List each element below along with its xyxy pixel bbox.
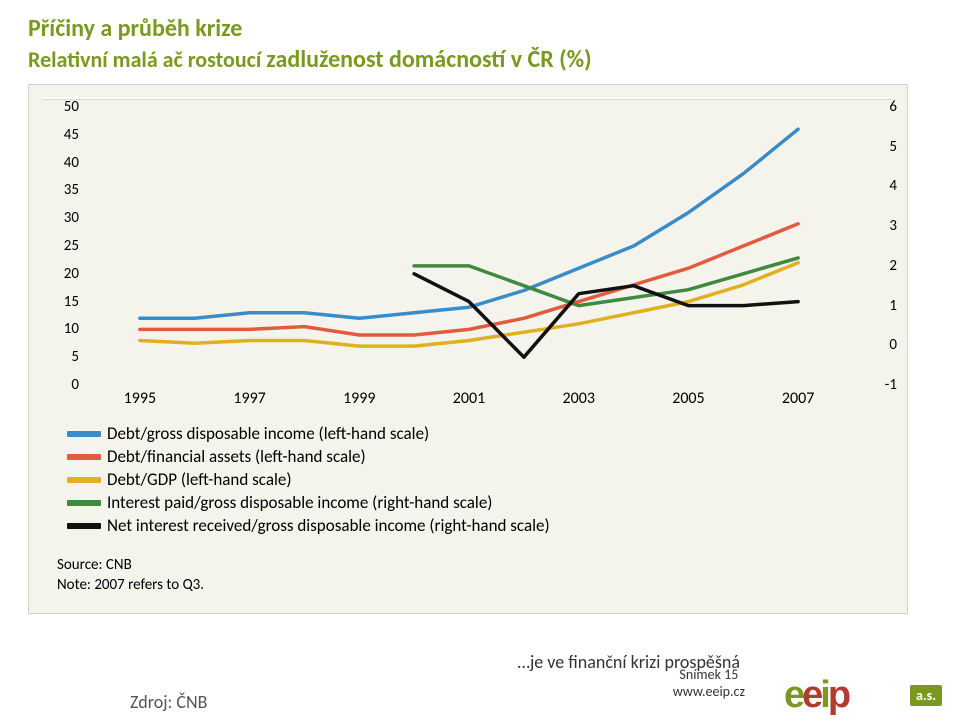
y-left-tick: 20 <box>39 265 79 283</box>
svg-text:eeip: eeip <box>784 674 850 716</box>
title-main: zadluženost domácností v ČR (%) <box>266 45 591 74</box>
legend-label: Debt/financial assets (left-hand scale) <box>107 446 366 469</box>
source-line: Source: CNB <box>57 555 204 575</box>
y-left-tick: 45 <box>39 126 79 144</box>
legend-label: Debt/gross disposable income (left-hand … <box>107 423 429 446</box>
x-tick: 2001 <box>453 389 485 408</box>
legend-swatch <box>67 431 101 437</box>
legend-item-net_interest_recv: Net interest received/gross disposable i… <box>67 515 550 538</box>
footer-zdroj: Zdroj: ČNB <box>130 691 207 713</box>
footer-logo: eeip a.s. <box>784 673 942 717</box>
chart-source: Source: CNB Note: 2007 refers to Q3. <box>57 555 204 596</box>
x-tick: 1995 <box>124 389 156 408</box>
footer-slide-number: Snímek 15 www.eeip.cz <box>673 667 745 701</box>
y-left-tick: 40 <box>39 154 79 172</box>
y-right-tick: 6 <box>857 98 897 116</box>
legend-label: Net interest received/gross disposable i… <box>107 515 550 538</box>
x-tick: 1999 <box>343 389 375 408</box>
series-debt_finassets <box>140 224 798 335</box>
legend-item-debt_finassets: Debt/financial assets (left-hand scale) <box>67 446 550 469</box>
legend-item-debt_income: Debt/gross disposable income (left-hand … <box>67 423 550 446</box>
y-left-tick: 5 <box>39 348 79 366</box>
as-badge: a.s. <box>910 685 942 706</box>
y-left-tick: 30 <box>39 209 79 227</box>
snimek-line: Snímek 15 <box>673 667 745 684</box>
legend-item-interest_paid: Interest paid/gross disposable income (r… <box>67 492 550 515</box>
title-pre: Relativní malá ač rostoucí <box>28 46 266 73</box>
x-tick-labels: 1995 1997 1999 2001 2003 2005 2007 <box>85 389 853 413</box>
y-left-tick: 25 <box>39 237 79 255</box>
y-left-tick: 10 <box>39 320 79 338</box>
y-left-ticks: 05101520253035404550 <box>39 107 79 385</box>
y-right-tick: 2 <box>857 257 897 275</box>
y-right-tick: 1 <box>857 297 897 315</box>
y-left-tick: 15 <box>39 293 79 311</box>
legend-swatch <box>67 523 101 529</box>
title-line1: Příčiny a průběh krize <box>28 14 932 43</box>
chart-plot <box>85 107 853 385</box>
y-right-tick: 5 <box>857 138 897 156</box>
chart-legend: Debt/gross disposable income (left-hand … <box>67 423 550 538</box>
legend-swatch <box>67 500 101 506</box>
y-left-tick: 0 <box>39 376 79 394</box>
legend-item-debt_gdp: Debt/GDP (left-hand scale) <box>67 469 550 492</box>
slide: Příčiny a průběh krize Relativní malá ač… <box>0 0 960 725</box>
series-interest_paid <box>414 258 798 306</box>
x-tick: 1997 <box>233 389 265 408</box>
title-line2: Relativní malá ač rostoucí zadluženost d… <box>28 45 932 74</box>
chart-container: 05101520253035404550 -10123456 199519971… <box>28 84 908 614</box>
x-tick: 2003 <box>562 389 594 408</box>
series-debt_income <box>140 129 798 318</box>
legend-swatch <box>67 454 101 460</box>
y-right-tick: 0 <box>857 336 897 354</box>
y-right-tick: 3 <box>857 217 897 235</box>
chart-top-rule-shadow <box>43 99 893 100</box>
x-tick: 2007 <box>782 389 814 408</box>
y-left-tick: 50 <box>39 98 79 116</box>
y-right-ticks: -10123456 <box>857 107 897 385</box>
legend-label: Interest paid/gross disposable income (r… <box>107 492 492 515</box>
legend-swatch <box>67 477 101 483</box>
legend-label: Debt/GDP (left-hand scale) <box>107 469 292 492</box>
y-right-tick: 4 <box>857 177 897 195</box>
y-left-tick: 35 <box>39 181 79 199</box>
url-line: www.eeip.cz <box>673 684 745 701</box>
note-line: Note: 2007 refers to Q3. <box>57 575 204 595</box>
y-right-tick: -1 <box>857 376 897 394</box>
x-tick: 2005 <box>672 389 704 408</box>
eeip-logo-icon: eeip <box>784 673 904 717</box>
